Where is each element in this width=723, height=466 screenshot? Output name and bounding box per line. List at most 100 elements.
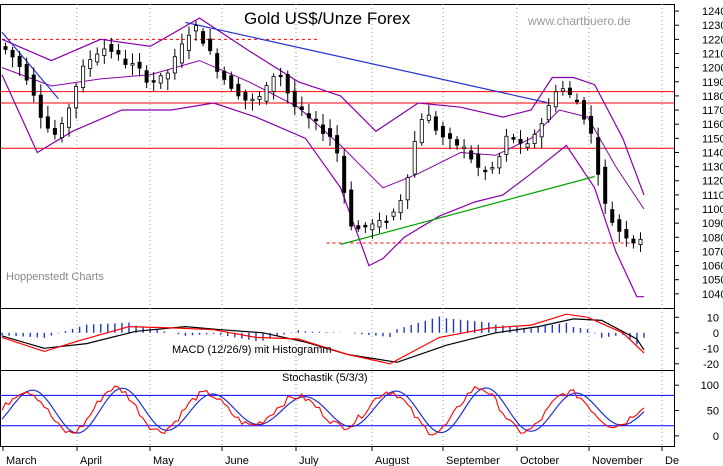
candle-body xyxy=(81,65,86,88)
candle-body xyxy=(335,135,340,154)
candle-body xyxy=(349,189,354,227)
stochastic-panel-frame xyxy=(0,370,675,447)
candle-body xyxy=(455,139,460,146)
macd-indicator xyxy=(1,313,645,365)
candle-body xyxy=(45,116,50,129)
candle-body xyxy=(208,38,213,52)
stochastic-tick-label: 100 xyxy=(701,380,719,392)
candle-body xyxy=(74,86,79,109)
bollinger-upper-line xyxy=(1,17,645,196)
month-label-may: May xyxy=(153,455,174,466)
candle-body xyxy=(222,70,227,80)
candle-body xyxy=(292,90,297,107)
stochastic-k-line xyxy=(1,385,645,436)
candle-body xyxy=(10,50,15,58)
candle-body xyxy=(370,223,375,231)
price-tick-label: 1200 xyxy=(702,63,723,75)
candle-body xyxy=(419,119,424,144)
candle-body xyxy=(356,225,361,230)
candle-body xyxy=(504,135,509,155)
month-label-de: De xyxy=(665,455,679,466)
price-tick-label: 1100 xyxy=(702,204,723,216)
candle-body xyxy=(483,169,488,173)
candle-body xyxy=(560,88,565,92)
candle-body xyxy=(546,105,551,121)
price-tick-label: 1080 xyxy=(702,232,723,244)
candle-body xyxy=(440,126,445,138)
trendline xyxy=(340,175,595,245)
price-tick-label: 1040 xyxy=(702,289,723,301)
candle-body xyxy=(490,167,495,170)
price-tick-label: 1240 xyxy=(702,6,723,18)
candle-body xyxy=(151,80,156,83)
candle-body xyxy=(567,87,572,95)
candle-body xyxy=(236,83,241,97)
price-tick-label: 1140 xyxy=(702,147,723,159)
candle-body xyxy=(469,150,474,160)
candle-body xyxy=(67,107,72,128)
price-tick-label: 1230 xyxy=(702,20,723,32)
candle-body xyxy=(229,75,234,89)
price-tick-label: 1220 xyxy=(702,34,723,46)
month-labels: March April May June July August September Octo… xyxy=(6,455,679,466)
price-tick-label: 1160 xyxy=(702,119,723,131)
candle-body xyxy=(617,219,622,232)
source-label: Hoppenstedt Charts xyxy=(6,271,104,283)
price-tick-label: 1210 xyxy=(702,48,723,60)
stochastic-d-line xyxy=(1,387,645,434)
price-tick-label: 1090 xyxy=(702,218,723,230)
price-tick-label: 1180 xyxy=(702,91,723,103)
candle-body xyxy=(165,72,170,80)
candle-body xyxy=(532,133,537,144)
candle-body xyxy=(412,141,417,175)
candle-body xyxy=(447,133,452,139)
candle-body xyxy=(539,123,544,138)
candle-body xyxy=(59,123,64,138)
candle-body xyxy=(363,224,368,228)
price-tick-label: 1120 xyxy=(702,176,723,188)
candle-body xyxy=(631,238,636,244)
candle-body xyxy=(172,56,177,74)
moving-average-line xyxy=(1,60,645,210)
candle-body xyxy=(638,238,643,245)
watermark: www.chartbuero.de xyxy=(527,14,631,28)
candle-body xyxy=(476,153,481,168)
stochastic-indicator xyxy=(1,385,674,436)
candle-body xyxy=(123,58,128,65)
candle-body xyxy=(553,91,558,108)
month-label-october: October xyxy=(520,455,559,466)
candle-body xyxy=(497,156,502,169)
macd-tick-label: -10 xyxy=(703,343,719,355)
price-tick-label: 1150 xyxy=(702,133,723,145)
month-label-july: July xyxy=(299,455,319,466)
price-tick-label: 1190 xyxy=(702,77,723,89)
candle-body xyxy=(250,98,255,102)
candle-body xyxy=(313,118,318,122)
candle-body xyxy=(426,114,431,121)
candle-body xyxy=(144,70,149,83)
candle-body xyxy=(264,85,269,102)
macd-label: MACD (12/26/9) mit Histogramm xyxy=(172,344,332,356)
candle-body xyxy=(525,143,530,148)
candle-body xyxy=(186,34,191,51)
month-label-november: November xyxy=(592,455,643,466)
candle-body xyxy=(215,53,220,72)
price-axis-ticks: 1040105010601070108010901100111011201130… xyxy=(675,6,723,443)
candle-body xyxy=(130,63,135,66)
price-tick-label: 1060 xyxy=(702,261,723,273)
candle-body xyxy=(342,155,347,193)
price-tick-label: 1070 xyxy=(702,246,723,258)
candle-body xyxy=(137,61,142,69)
candle-body xyxy=(433,116,438,131)
candle-body xyxy=(24,64,29,81)
price-tick-label: 1110 xyxy=(702,190,723,202)
trendline xyxy=(1,31,59,100)
month-label-april: April xyxy=(80,455,102,466)
candle-body xyxy=(398,200,403,214)
candle-body xyxy=(384,220,389,223)
candle-body xyxy=(88,59,93,69)
candle-body xyxy=(582,100,587,120)
candle-body xyxy=(589,115,594,134)
price-tick-label: 1050 xyxy=(702,275,723,287)
candle-body xyxy=(3,46,8,50)
